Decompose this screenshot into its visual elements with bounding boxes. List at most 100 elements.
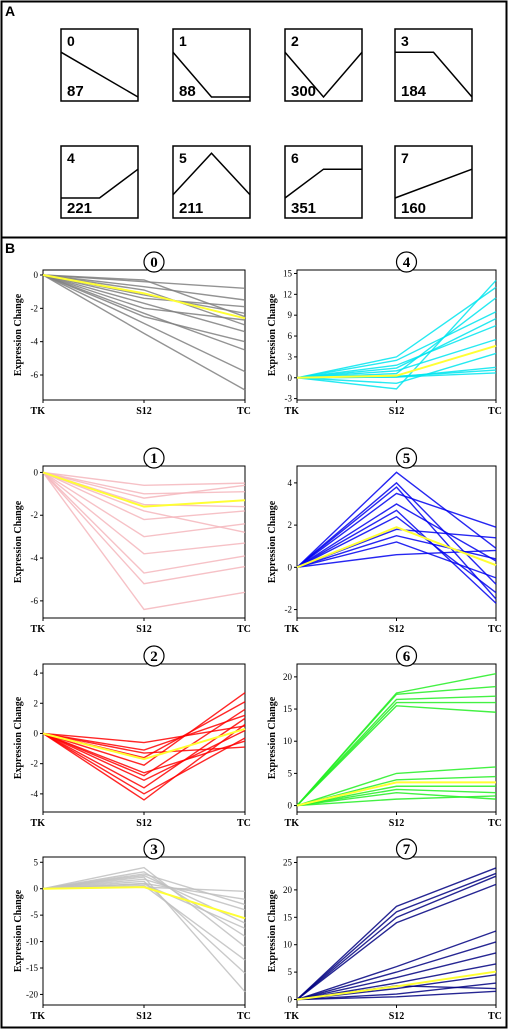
y-axis-label: Expression Change <box>13 696 24 779</box>
x-tick-label: TK <box>285 818 300 829</box>
cluster-id: 0 <box>150 255 158 271</box>
profile-count: 351 <box>291 200 316 217</box>
y-tick-label: -2 <box>31 510 39 520</box>
series-line <box>42 732 246 754</box>
cluster-id-circle <box>395 838 418 860</box>
profile-id: 3 <box>401 33 409 49</box>
y-axis-label: Expression Change <box>267 293 278 376</box>
series-line <box>296 311 497 379</box>
cluster-id: 3 <box>150 842 158 858</box>
series-group <box>296 471 497 604</box>
series-line <box>42 472 246 611</box>
cluster-id: 2 <box>150 649 158 665</box>
series-line <box>42 717 246 789</box>
profile-box <box>172 28 251 102</box>
series-line <box>296 883 497 1001</box>
y-tick-label: -4 <box>31 789 39 799</box>
panel-b-frame <box>0 236 508 1029</box>
x-tick-label: TC <box>488 406 502 417</box>
series-line <box>42 274 246 391</box>
y-tick-label: 5 <box>288 768 293 778</box>
series-line <box>42 274 246 373</box>
series-line <box>42 471 246 495</box>
profile-id: 4 <box>67 150 75 166</box>
mean-line <box>42 727 246 761</box>
y-tick-label: 10 <box>283 736 293 746</box>
mean-line <box>296 526 497 569</box>
y-tick-label: -2 <box>31 303 39 313</box>
series-line <box>42 729 246 782</box>
x-tick-label: TC <box>237 624 251 635</box>
series-line <box>296 324 497 379</box>
profile-id: 5 <box>179 150 187 166</box>
x-tick-label: TK <box>285 406 300 417</box>
series-line <box>296 318 497 379</box>
series-group <box>42 471 246 611</box>
y-axis-label: Expression Change <box>267 500 278 583</box>
series-line <box>296 990 497 1001</box>
profile-shape-line <box>60 51 139 98</box>
y-tick-label: 0 <box>288 562 293 572</box>
cluster-chart-1: 0 -2 -4 -6 TK S12 TC Expression Change 1 <box>13 447 251 635</box>
y-tick-label: -15 <box>26 963 38 973</box>
y-tick-label: 0 <box>34 270 39 280</box>
series-line <box>296 982 497 1001</box>
x-tick-label: TC <box>488 624 502 635</box>
profile-3: 3 184 <box>394 28 473 102</box>
series-line <box>42 274 246 333</box>
y-tick-label: 4 <box>34 668 39 678</box>
y-axis-label: Expression Change <box>13 500 24 583</box>
profile-id: 1 <box>179 33 187 49</box>
series-line <box>42 471 246 486</box>
y-axis-label: Expression Change <box>267 889 278 972</box>
series-line <box>42 873 246 906</box>
y-tick-label: 0 <box>34 467 39 477</box>
y-tick-label: 25 <box>283 857 293 867</box>
cluster-chart-2: 4 2 0 -2 -4 TK S12 TC Expression Change 2 <box>13 645 251 829</box>
series-line <box>296 486 497 600</box>
series-line <box>296 701 496 807</box>
cluster-id: 5 <box>403 451 411 467</box>
profile-id: 7 <box>401 150 409 166</box>
y-tick-label: 10 <box>283 940 293 950</box>
y-tick-label: 0 <box>288 801 293 811</box>
series-line <box>296 785 496 807</box>
profile-box <box>284 145 363 219</box>
y-tick-label: 4 <box>288 478 293 488</box>
panel-a-letter: A <box>5 3 15 19</box>
x-tick-label: S12 <box>389 1011 405 1022</box>
series-group <box>296 867 497 1001</box>
series-line <box>296 952 497 1001</box>
series-line <box>296 515 497 594</box>
series-line <box>296 471 497 568</box>
x-tick-label: TC <box>488 818 502 829</box>
series-line <box>42 883 246 929</box>
y-tick-label: 15 <box>283 704 293 714</box>
profile-shape-line <box>172 51 250 98</box>
profile-count: 211 <box>179 200 203 217</box>
y-axis-label: Expression Change <box>13 889 24 972</box>
profile-box <box>394 145 473 219</box>
cluster-id: 1 <box>150 451 158 467</box>
series-group <box>296 279 497 390</box>
series-line <box>42 471 246 585</box>
series-line <box>296 766 497 807</box>
profile-shape-line <box>284 51 363 99</box>
y-tick-label: 9 <box>288 310 293 320</box>
cluster-id-circle <box>395 447 418 469</box>
profile-count: 88 <box>179 83 196 100</box>
y-tick-label: -4 <box>31 337 39 347</box>
y-axis-label: Expression Change <box>13 293 24 376</box>
mean-line <box>296 344 497 379</box>
series-line <box>296 930 497 1001</box>
profile-shape-line <box>284 168 362 199</box>
series-line <box>42 274 246 321</box>
profile-grid: 0 87 1 88 2 300 3 184 4 221 5 211 6 351 7 160 <box>60 28 473 219</box>
mean-line <box>42 274 246 320</box>
x-tick-label: TK <box>31 818 46 829</box>
series-line <box>296 509 497 604</box>
y-tick-label: 20 <box>283 672 293 682</box>
profile-shape-line <box>394 168 473 199</box>
x-tick-label: TK <box>31 624 46 635</box>
